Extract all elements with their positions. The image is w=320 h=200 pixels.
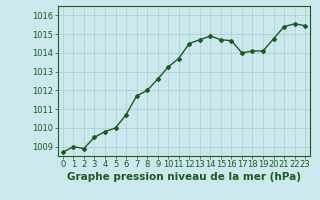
X-axis label: Graphe pression niveau de la mer (hPa): Graphe pression niveau de la mer (hPa) [67, 172, 301, 182]
